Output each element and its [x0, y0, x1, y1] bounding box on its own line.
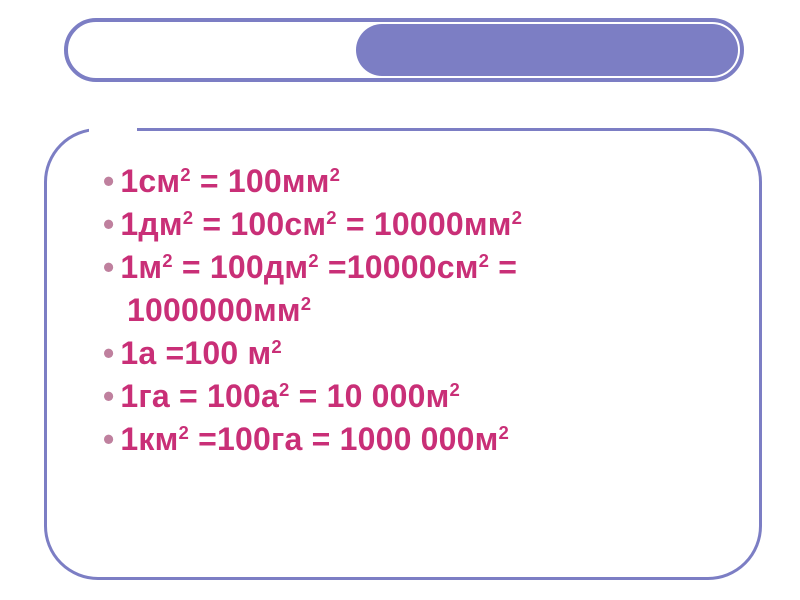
bullet-icon: •: [103, 423, 114, 455]
bullet-icon: •: [103, 337, 114, 369]
equation-text: 1000000мм2: [127, 290, 311, 331]
bullet-icon: •: [103, 251, 114, 283]
equation-line: •1м2 = 100дм2 =10000см2 =: [103, 247, 711, 288]
bullet-icon: •: [103, 208, 114, 240]
equation-text: 1см2 = 100мм2: [120, 161, 340, 202]
equation-line: •1см2 = 100мм2: [103, 161, 711, 202]
equation-list: •1см2 = 100мм2•1дм2 = 100см2 = 10000мм2•…: [103, 161, 711, 460]
equation-line: •1га = 100а2 = 10 000м2: [103, 376, 711, 417]
bullet-icon: •: [103, 380, 114, 412]
equation-line: •1км2 =100га = 1000 000м2: [103, 419, 711, 460]
slide: •1см2 = 100мм2•1дм2 = 100см2 = 10000мм2•…: [0, 0, 800, 600]
equation-text: 1м2 = 100дм2 =10000см2 =: [120, 247, 517, 288]
equation-text: 1а =100 м2: [120, 333, 281, 374]
equation-line: 1000000мм2: [103, 290, 711, 331]
header-capsule-fill: [356, 24, 738, 76]
equation-line: •1дм2 = 100см2 = 10000мм2: [103, 204, 711, 245]
equation-text: 1дм2 = 100см2 = 10000мм2: [120, 204, 522, 245]
bullet-icon: •: [103, 165, 114, 197]
equation-line: •1а =100 м2: [103, 333, 711, 374]
equation-text: 1га = 100а2 = 10 000м2: [120, 376, 460, 417]
content-frame: •1см2 = 100мм2•1дм2 = 100см2 = 10000мм2•…: [44, 128, 762, 580]
equation-text: 1км2 =100га = 1000 000м2: [120, 419, 509, 460]
